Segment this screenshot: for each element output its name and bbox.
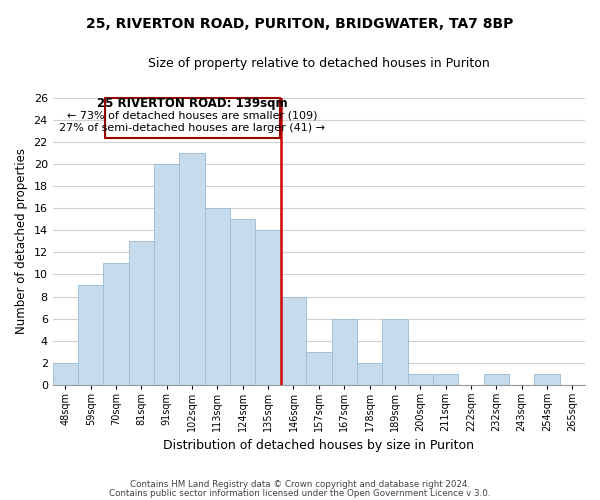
Text: 25, RIVERTON ROAD, PURITON, BRIDGWATER, TA7 8BP: 25, RIVERTON ROAD, PURITON, BRIDGWATER, … <box>86 18 514 32</box>
Y-axis label: Number of detached properties: Number of detached properties <box>15 148 28 334</box>
Bar <box>433 374 458 384</box>
Bar <box>256 230 281 384</box>
Text: Contains HM Land Registry data © Crown copyright and database right 2024.: Contains HM Land Registry data © Crown c… <box>130 480 470 489</box>
Bar <box>103 264 129 384</box>
Bar <box>306 352 332 384</box>
Bar <box>407 374 433 384</box>
X-axis label: Distribution of detached houses by size in Puriton: Distribution of detached houses by size … <box>163 440 475 452</box>
Bar <box>179 153 205 384</box>
Bar <box>129 242 154 384</box>
Text: 25 RIVERTON ROAD: 139sqm: 25 RIVERTON ROAD: 139sqm <box>97 96 288 110</box>
Bar <box>230 220 256 384</box>
Bar <box>332 318 357 384</box>
Bar <box>382 318 407 384</box>
Text: Contains public sector information licensed under the Open Government Licence v : Contains public sector information licen… <box>109 488 491 498</box>
Bar <box>281 296 306 384</box>
Text: 27% of semi-detached houses are larger (41) →: 27% of semi-detached houses are larger (… <box>59 124 325 134</box>
Bar <box>535 374 560 384</box>
Bar <box>484 374 509 384</box>
Bar <box>154 164 179 384</box>
Bar <box>357 362 382 384</box>
Bar <box>104 98 280 138</box>
Bar <box>205 208 230 384</box>
Bar <box>53 362 78 384</box>
Bar <box>78 286 103 384</box>
Title: Size of property relative to detached houses in Puriton: Size of property relative to detached ho… <box>148 58 490 70</box>
Text: ← 73% of detached houses are smaller (109): ← 73% of detached houses are smaller (10… <box>67 110 318 120</box>
